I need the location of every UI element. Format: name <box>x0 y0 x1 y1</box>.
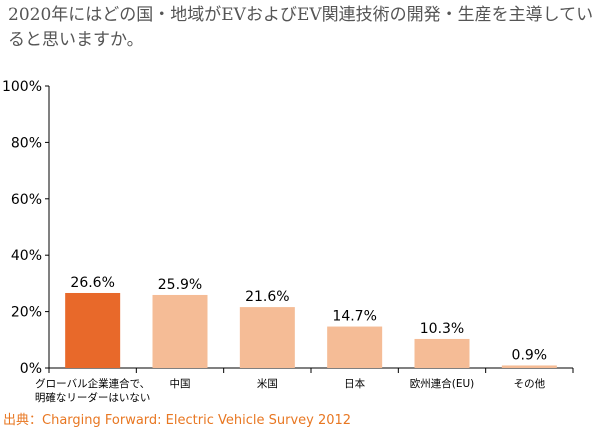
data-label: 0.9% <box>512 347 548 363</box>
y-tick-label: 20% <box>11 305 42 321</box>
x-category-label: 米国 <box>257 377 278 390</box>
bar-1 <box>152 294 208 368</box>
y-tick-label: 60% <box>11 192 42 208</box>
source-note: 出典：Charging Forward: Electric Vehicle Su… <box>3 413 352 428</box>
y-tick-label: 0% <box>20 361 42 377</box>
x-category-label: 日本 <box>344 377 365 390</box>
y-tick-label: 80% <box>11 135 42 151</box>
data-label: 10.3% <box>420 321 464 337</box>
y-tick-label: 100% <box>2 79 42 95</box>
x-category-label: 中国 <box>170 377 191 390</box>
x-category-label: その他 <box>514 377 546 390</box>
data-label: 25.9% <box>158 277 202 293</box>
y-tick-label: 40% <box>11 248 42 264</box>
data-label: 14.7% <box>332 309 376 325</box>
x-category-label: グローバル企業連合で、明確なリーダーはいない <box>35 377 151 404</box>
x-category-label: 欧州連合(EU) <box>410 377 475 390</box>
chart-title: 2020年にはどの国・地域がEVおよびEV関連技術の開発・生産を主導していると思… <box>8 5 594 50</box>
bar-4 <box>414 338 470 368</box>
bar-2 <box>239 307 295 368</box>
data-label: 21.6% <box>245 289 289 305</box>
data-label: 26.6% <box>70 275 114 291</box>
bar-0 <box>65 292 121 368</box>
bar-3 <box>327 326 383 368</box>
bar-5 <box>501 365 557 368</box>
